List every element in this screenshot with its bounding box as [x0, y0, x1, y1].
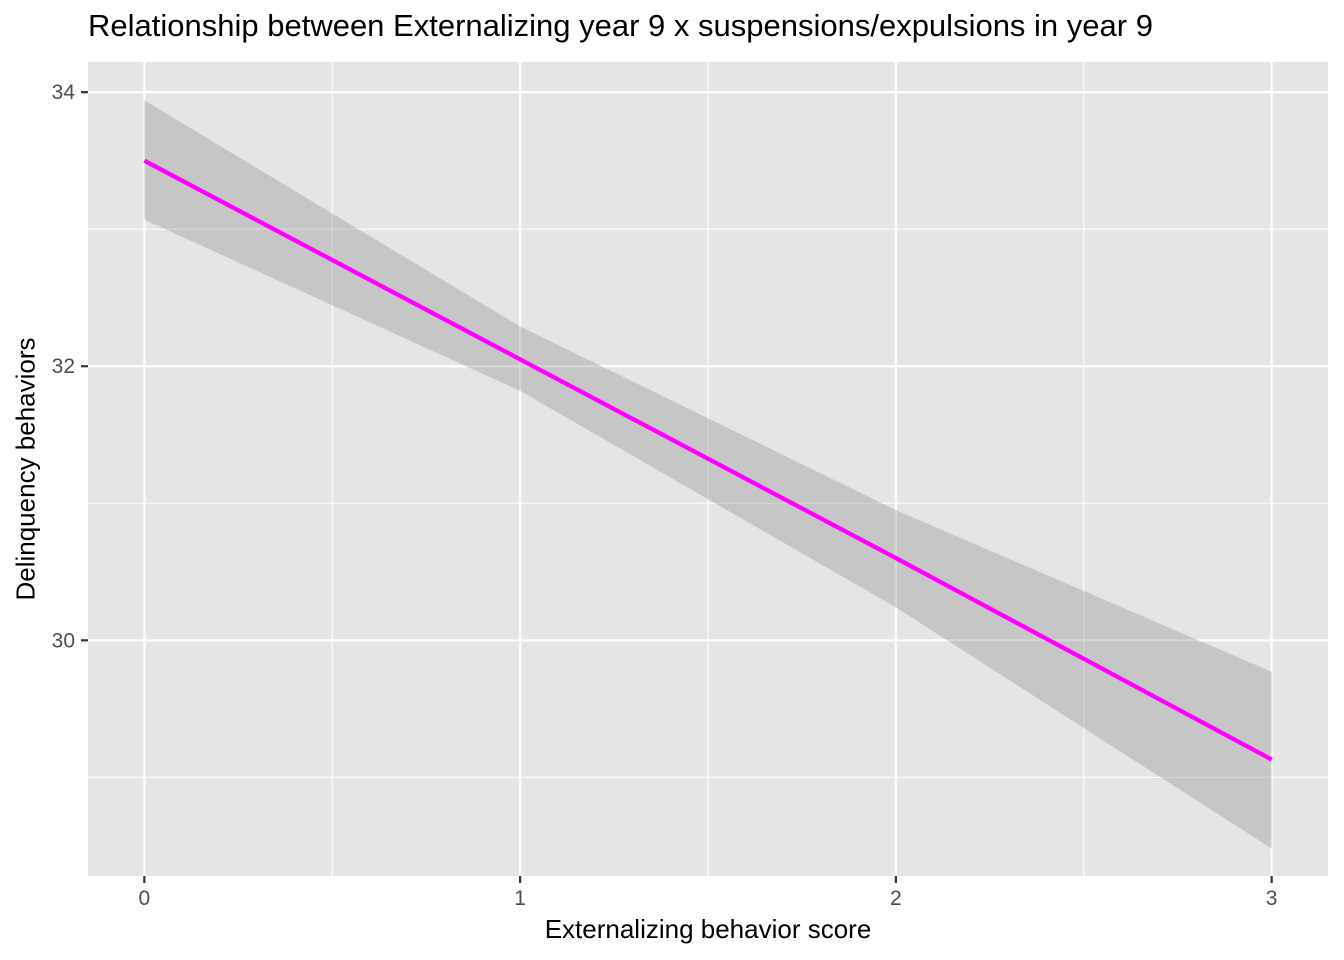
trend-lines [143, 158, 1273, 762]
x-tick-label: 1 [514, 887, 526, 910]
y-tick-label: 34 [52, 81, 76, 104]
y-tick-label: 30 [52, 629, 75, 652]
x-tick-label: 0 [139, 887, 151, 910]
y-axis-label: Delinquency behaviors [10, 337, 41, 601]
x-axis-label: Externalizing behavior score [544, 914, 872, 944]
x-axis-ticks: 0 1 2 3 [139, 876, 1278, 910]
x-tick-label: 3 [1266, 887, 1278, 910]
y-axis-ticks: 30 32 34 [52, 81, 88, 652]
y-tick-label: 32 [52, 355, 75, 378]
confidence-bands [144, 100, 1272, 849]
chart-title: Relationship between Externalizing year … [88, 8, 1153, 43]
minor-gridlines [88, 62, 1328, 876]
confidence-band [144, 100, 1272, 849]
x-tick-label: 2 [890, 887, 902, 910]
major-gridlines [88, 62, 1328, 876]
trend-line [143, 158, 1273, 762]
